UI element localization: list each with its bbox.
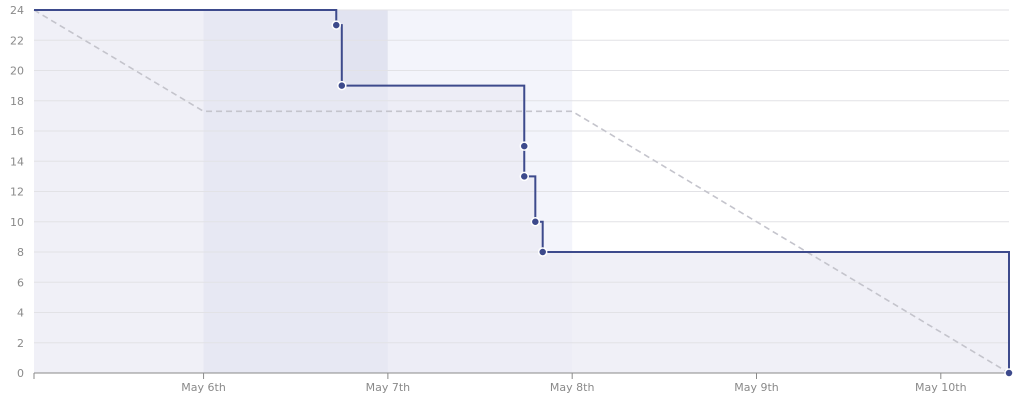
x-tick-label-6: May 6th xyxy=(181,381,226,394)
y-tick-label-24: 24 xyxy=(10,4,24,17)
guideline-series xyxy=(33,9,1010,374)
data-point-7 xyxy=(519,171,530,182)
point-markers xyxy=(331,20,1014,378)
data-point-6 xyxy=(519,141,530,151)
data-point-2 xyxy=(331,20,342,30)
y-tick-label-18: 18 xyxy=(10,95,24,108)
y-tick-label-6: 6 xyxy=(17,276,24,289)
data-point-11 xyxy=(537,247,548,257)
y-tick-label-12: 12 xyxy=(10,186,24,199)
data-point-4 xyxy=(337,80,347,91)
y-tick-label-10: 10 xyxy=(10,216,24,229)
y-tick-label-14: 14 xyxy=(10,155,24,168)
y-tick-label-16: 16 xyxy=(10,125,24,138)
y-tick-label-8: 8 xyxy=(17,246,24,259)
x-tick-label-7: May 7th xyxy=(366,381,411,394)
y-tick-label-4: 4 xyxy=(17,307,24,320)
x-tick-label-8: May 8th xyxy=(550,381,595,394)
data-point-9 xyxy=(530,217,541,227)
y-tick-label-2: 2 xyxy=(17,337,24,350)
x-tick-label-10: May 10th xyxy=(915,381,967,394)
y-tick-label-22: 22 xyxy=(10,34,24,47)
data-point-13 xyxy=(1004,368,1014,378)
x-tick-label-9: May 9th xyxy=(734,381,779,394)
guideline-path xyxy=(33,9,1010,374)
y-tick-label-0: 0 xyxy=(17,367,24,380)
y-tick-label-20: 20 xyxy=(10,65,24,78)
